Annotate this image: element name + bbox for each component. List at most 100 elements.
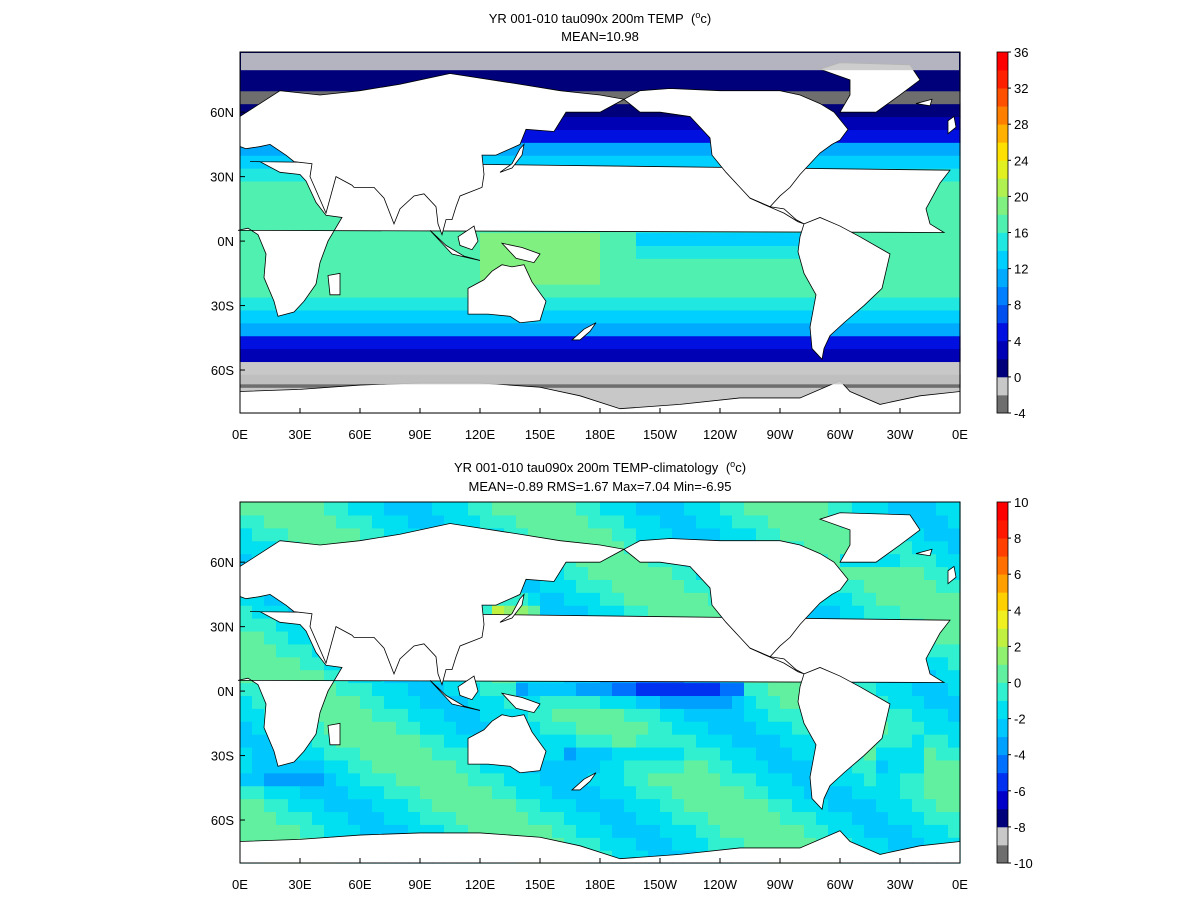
field-cell	[696, 772, 709, 787]
field-cell	[936, 785, 949, 800]
field-cell	[852, 824, 865, 838]
field-cell	[636, 579, 649, 593]
field-cell	[708, 284, 721, 298]
field-cell	[948, 656, 961, 671]
field-cell	[708, 387, 721, 401]
field-cell	[588, 502, 601, 516]
field-cell	[456, 296, 469, 311]
field-cell	[408, 245, 421, 259]
field-cell	[936, 284, 949, 298]
field-cell	[372, 721, 385, 735]
field-cell	[552, 296, 565, 311]
field-cell	[432, 785, 445, 800]
field-cell	[636, 155, 649, 169]
x-tick-label: 0E	[952, 427, 968, 442]
field-cell	[288, 335, 301, 350]
field-cell	[612, 258, 625, 272]
field-cell	[900, 772, 913, 787]
field-cell	[876, 759, 889, 774]
field-cell	[600, 348, 613, 363]
field-cell	[780, 798, 793, 813]
field-cell	[432, 772, 445, 787]
field-cell	[720, 772, 733, 787]
field-cell	[312, 811, 325, 825]
field-cell	[528, 322, 541, 337]
land-polygon	[239, 73, 626, 236]
field-cell	[744, 785, 757, 800]
field-cell	[780, 77, 793, 92]
field-cell	[912, 566, 925, 580]
colorbar-swatch	[997, 520, 1008, 539]
field-cell	[936, 322, 949, 337]
field-cell	[672, 772, 685, 787]
field-cell	[936, 116, 949, 130]
field-cell	[660, 579, 673, 593]
field-cell	[288, 502, 301, 516]
field-cell	[912, 309, 925, 324]
field-cell	[648, 514, 661, 529]
field-cell	[540, 271, 553, 285]
colorbar-swatch	[997, 556, 1008, 575]
x-tick-label: 120E	[465, 427, 496, 442]
field-cell	[576, 271, 589, 285]
field-cell	[684, 746, 697, 761]
field-cell	[948, 348, 961, 363]
field-cell	[576, 361, 589, 375]
field-cell	[600, 142, 613, 156]
field-cell	[672, 116, 685, 130]
field-cell	[900, 837, 913, 851]
field-cell	[708, 258, 721, 272]
field-cell	[420, 271, 433, 285]
field-cell	[360, 77, 373, 92]
field-cell	[600, 772, 613, 787]
field-cell	[768, 734, 781, 748]
field-cell	[888, 296, 901, 311]
field-cell	[924, 566, 937, 580]
field-cell	[756, 348, 769, 363]
field-cell	[648, 785, 661, 800]
field-cell	[264, 168, 277, 182]
field-cell	[768, 258, 781, 272]
colorbar-label: 28	[1014, 117, 1028, 132]
field-cell	[540, 721, 553, 735]
field-cell	[612, 759, 625, 774]
field-cell	[468, 502, 481, 516]
field-cell	[876, 296, 889, 311]
x-tick-label: 0E	[952, 877, 968, 892]
field-cell	[924, 284, 937, 298]
field-cell	[240, 193, 253, 208]
field-cell	[900, 387, 913, 401]
field-cell	[252, 708, 265, 722]
field-cell	[876, 811, 889, 825]
field-cell	[516, 232, 529, 246]
field-cell	[864, 824, 877, 838]
field-cell	[684, 592, 697, 606]
field-cell	[420, 245, 433, 259]
field-cell	[888, 335, 901, 350]
field-cell	[624, 514, 637, 529]
field-cell	[552, 682, 565, 696]
field-cell	[420, 232, 433, 246]
field-cell	[612, 746, 625, 761]
x-tick-label: 120W	[703, 877, 738, 892]
field-cell	[792, 361, 805, 375]
field-cell	[768, 721, 781, 735]
field-cell	[588, 232, 601, 246]
field-cell	[432, 746, 445, 761]
field-cell	[372, 785, 385, 800]
field-cell	[396, 734, 409, 748]
field-cell	[564, 258, 577, 272]
x-tick-label: 30W	[887, 427, 914, 442]
field-cell	[336, 824, 349, 838]
field-cell	[240, 219, 253, 234]
field-cell	[396, 721, 409, 735]
field-cell	[432, 271, 445, 285]
field-cell	[756, 734, 769, 748]
field-cell	[444, 502, 457, 516]
field-cell	[672, 142, 685, 156]
field-cell	[264, 502, 277, 516]
field-cell	[300, 514, 313, 529]
field-cell	[876, 798, 889, 813]
field-cell	[924, 824, 937, 838]
field-cell	[252, 798, 265, 813]
